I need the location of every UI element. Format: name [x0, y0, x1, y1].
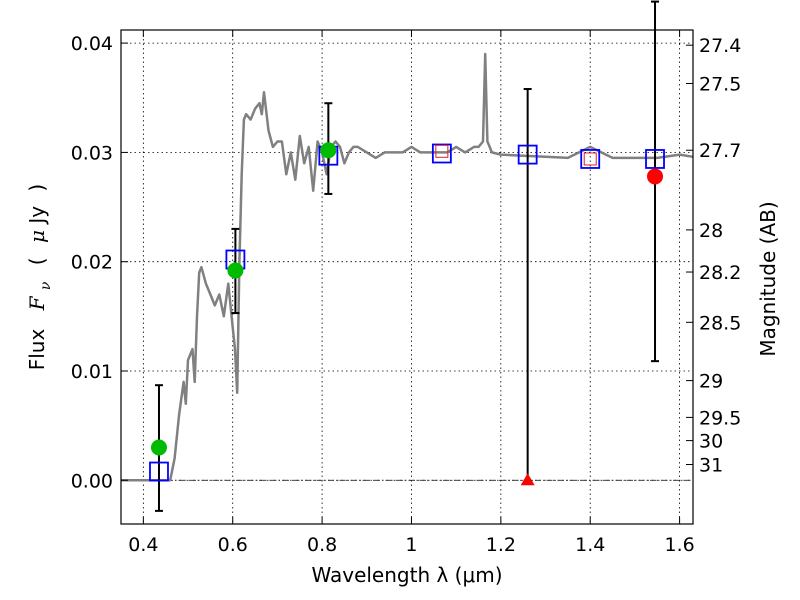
model-square-marker: [149, 461, 169, 482]
small-red-square-marker: [435, 144, 449, 158]
mag-tick-label: 29: [699, 371, 723, 393]
mag-tick-label: 27.7: [699, 140, 741, 162]
x-tick-label: 0.4: [128, 534, 158, 556]
x-tick-label: 1.6: [664, 534, 694, 556]
low-snr-point: [647, 168, 664, 185]
y-tick-label: 0.02: [71, 252, 113, 274]
model-square-marker: [517, 144, 538, 165]
mag-tick-label: 30: [699, 431, 723, 453]
small-red-square-marker: [583, 152, 597, 166]
model-square-marker: [645, 149, 665, 169]
plot-frame: [120, 29, 694, 525]
y-tick-label: 0.03: [71, 142, 113, 164]
marker-layer: [149, 142, 665, 486]
detection-point: [320, 142, 337, 159]
template-spectrum-layer: [121, 52, 694, 482]
model-square-marker: [580, 149, 601, 169]
y-axis-title-unit: Jy: [25, 206, 49, 226]
x-axis-title: Wavelength λ (μm): [311, 563, 502, 587]
y-axis-title-mu: μ: [25, 230, 49, 243]
x-tick-label: 1.2: [486, 534, 516, 556]
model-square-marker: [431, 143, 452, 164]
grid: [121, 30, 693, 524]
mag-tick-label: 28: [699, 220, 723, 242]
template-spectrum-line: [121, 52, 694, 482]
errorbar-layer: [154, 0, 660, 512]
mag-tick-label: 28.5: [699, 312, 741, 334]
y-axis-title-symbol: F: [25, 295, 49, 311]
x-tick-label: 0.8: [307, 534, 337, 556]
right-axis-title: Magnitude (AB): [756, 201, 780, 356]
y-tick-label: 0.01: [71, 361, 113, 383]
mag-tick-label: 29.5: [699, 407, 741, 429]
y-axis-title-paren-open: (: [25, 257, 49, 265]
y-tick-label: 0.00: [71, 470, 113, 492]
mag-tick-label: 28.2: [699, 262, 741, 284]
detection-point: [150, 439, 167, 456]
tick-layer: 0.4 0.6 0.8 1 1.2 1.4 1.6 0.00 0.01 0.02 0.03 0.04 2…: [71, 30, 741, 556]
x-tick-label: 1: [405, 534, 417, 556]
mag-tick-label: 27.4: [699, 35, 741, 57]
x-tick-label: 1.4: [575, 534, 605, 556]
y-axis-title-paren-close: ): [25, 184, 49, 192]
y-tick-label: 0.04: [71, 33, 113, 55]
mag-tick-label: 27.5: [699, 73, 741, 95]
upper-limit-marker: [520, 473, 535, 486]
detection-point: [227, 262, 244, 279]
mag-tick-label: 31: [699, 454, 723, 476]
y-axis-title: Flux F ν ( μ Jy ): [25, 184, 55, 371]
y-axis-title-subscript: ν: [38, 281, 54, 290]
y-axis-title-pre: Flux: [25, 329, 49, 371]
x-tick-label: 0.6: [218, 534, 248, 556]
